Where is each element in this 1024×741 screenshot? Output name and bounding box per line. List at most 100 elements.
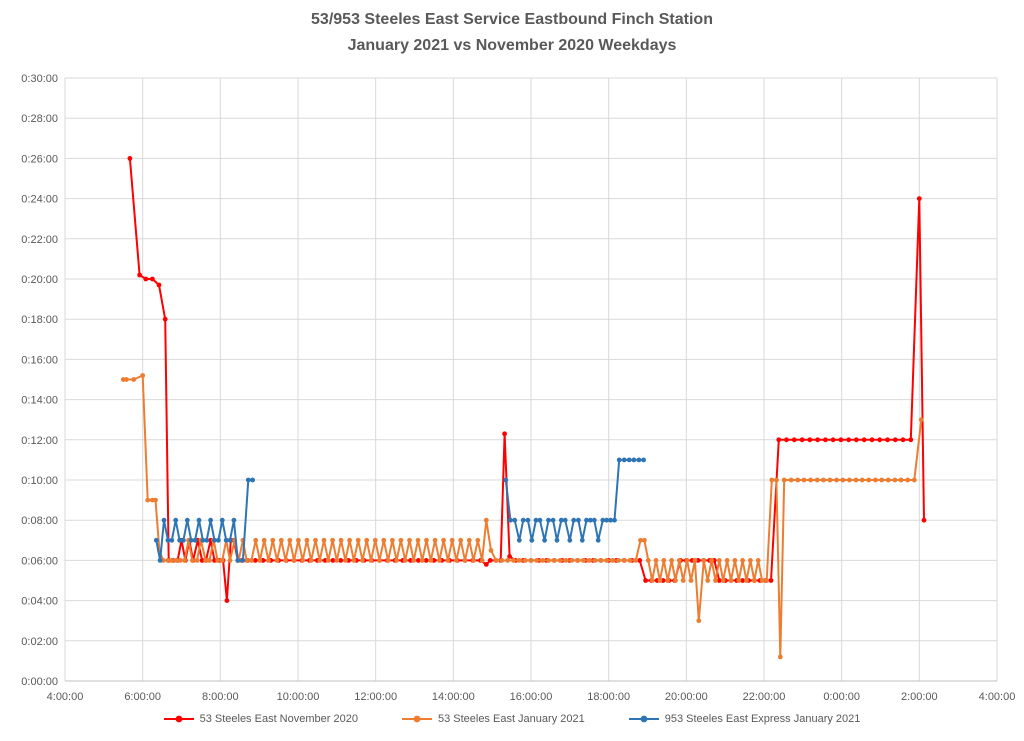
series-point-marker [196,517,202,523]
series-point-marker [516,558,522,563]
series-point-marker [877,437,883,443]
series-point-marker [732,558,738,563]
series-point-marker [579,537,585,543]
series-point-marker [212,537,217,543]
series-point-marker [184,517,190,523]
series-point-marker [416,558,421,563]
series-point-marker [784,437,789,443]
series-point-marker [604,517,610,523]
series-point-marker [261,537,267,543]
series-point-marker [381,537,387,543]
x-axis-tick-label: 16:00:00 [510,691,553,703]
legend-marker-icon [163,715,194,723]
series-point-marker [823,437,828,443]
x-axis-tick-label: 4:00:00 [47,691,84,703]
x-axis-tick-label: 10:00:00 [277,691,320,703]
series-point-marker [533,517,539,523]
series-point-marker [591,517,597,523]
series-point-marker [347,537,352,543]
series-line [122,374,923,658]
series-point-marker [253,537,259,543]
y-axis-tick-label: 0:16:00 [21,354,58,366]
series-point-marker [512,517,518,523]
series-point-marker [244,558,250,563]
series-point-marker [534,558,540,563]
series-point-marker [649,578,655,583]
series-point-marker [592,558,598,563]
series-point-marker [716,558,722,563]
series-point-marker [916,196,922,202]
series-point-marker [740,558,745,563]
series-point-marker [608,517,613,523]
series-point-marker [308,558,314,563]
series-point-marker [174,558,179,563]
series-point-marker [643,578,648,583]
series-point-marker [720,578,726,583]
series-point-marker [748,558,753,563]
series-line [128,157,925,602]
series-point-marker [791,437,797,443]
legend-label: 53 Steeles East November 2020 [199,713,358,725]
series-point-marker [557,558,563,563]
series-point-marker [898,477,904,483]
series-point-marker [334,558,340,563]
series-point-marker [199,558,205,563]
legend-label: 53 Steeles East January 2021 [437,713,585,725]
x-axis-tick-label: 14:00:00 [432,691,475,703]
series-point-marker [511,558,516,563]
series-point-marker [266,558,271,563]
series-point-marker [529,537,535,543]
series-point-marker [740,578,745,583]
series-point-marker [208,517,214,523]
series-point-marker [203,558,209,563]
x-axis-tick-label: 12:00:00 [354,691,397,703]
series-point-marker [162,316,168,322]
series-point-marker [728,578,734,583]
x-axis-tick-label: 4:00:00 [979,691,1016,703]
legend-marker-icon [401,715,432,723]
series-point-marker [716,578,722,583]
legend: 53 Steeles East November 2020 53 Steeles … [0,713,1024,725]
series-point-marker [588,517,593,523]
series-point-marker [321,537,327,543]
series-point-marker [385,558,391,563]
chart-title-line1: 53/953 Steeles East Service Eastbound Fi… [311,11,713,28]
series-point-marker [684,558,690,563]
x-axis-tick-label: 2:00:00 [901,691,938,703]
series-point-marker [372,537,378,543]
series-point-marker [150,276,155,282]
series-point-marker [394,558,399,563]
series-point-marker [676,558,682,563]
series-point-marker [908,437,914,443]
series-point-marker [598,558,604,563]
series-point-marker [627,558,633,563]
legend-label: 953 Steeles East Express January 2021 [664,713,861,725]
series-point-marker [808,477,813,483]
x-axis-tick-label: 20:00:00 [665,691,708,703]
series-point-marker [595,537,601,543]
series-point-marker [182,558,188,563]
series-point-marker [540,558,546,563]
series-point-marker [751,578,757,583]
series-point-marker [200,537,206,543]
series-point-marker [567,537,573,543]
series-point-marker [377,558,382,563]
y-axis-tick-label: 0:24:00 [21,194,58,206]
y-axis-tick-label: 0:10:00 [21,475,58,487]
series-point-marker [313,537,318,543]
chart-title-line2: January 2021 vs November 2020 Weekdays [347,37,677,54]
series-point-marker [631,457,637,463]
series-point-marker [423,558,429,563]
series-point-marker [505,558,511,563]
legend-item: 953 Steeles East Express January 2021 [628,713,861,725]
series-point-marker [462,558,468,563]
series-point-marker [428,558,434,563]
series-point-marker [921,517,927,523]
series-point-marker [177,558,183,563]
series-point-marker [892,477,898,483]
series-point-marker [911,477,917,483]
series-point-marker [558,517,564,523]
series-point-marker [777,654,783,660]
